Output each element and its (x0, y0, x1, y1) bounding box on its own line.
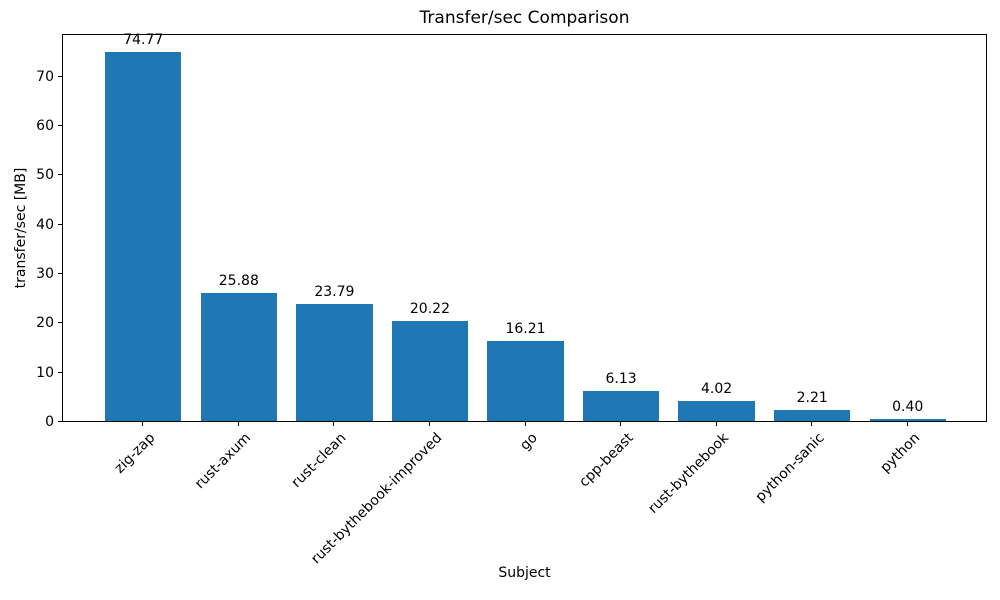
y-tick-label: 50 (36, 167, 54, 184)
x-tick-mark (333, 422, 335, 426)
x-tick-label: python-sanic (752, 430, 828, 506)
bar (391, 321, 469, 421)
bar-value-label: 2.21 (796, 390, 828, 406)
y-tick-label: 10 (36, 364, 54, 381)
chart-title: Transfer/sec Comparison (419, 8, 630, 28)
y-tick-mark (58, 125, 62, 127)
bar-value-label: 6.13 (605, 371, 637, 387)
bar (773, 410, 851, 421)
bar-value-label: 16.21 (505, 321, 546, 337)
y-tick-label: 40 (36, 216, 54, 233)
plot-area: 74.77 25.88 23.79 20.22 16.21 6.13 4.02 2.21 0.4… (62, 32, 987, 422)
bar (200, 293, 278, 421)
bar-value-label: 23.79 (314, 284, 355, 300)
y-tick-mark (58, 223, 62, 225)
x-tick-label: go (517, 430, 541, 454)
bar (296, 304, 373, 421)
x-tick-mark (715, 422, 717, 426)
y-tick-label: 0 (45, 414, 54, 430)
bar (869, 419, 946, 421)
bar (582, 391, 660, 421)
x-tick-label: rust-bythebook (645, 430, 732, 517)
x-tick-mark (811, 422, 813, 426)
bar (678, 401, 755, 421)
x-tick-mark (237, 422, 239, 426)
y-tick-mark (58, 421, 62, 422)
bar-value-label: 0.40 (892, 399, 924, 415)
x-tick-mark (906, 422, 908, 426)
bar (487, 341, 564, 421)
y-tick-label: 60 (36, 118, 54, 135)
bar-value-label: 20.22 (409, 301, 450, 317)
y-tick-mark (58, 75, 62, 77)
x-tick-mark (142, 422, 144, 426)
x-axis-label: Subject (498, 565, 551, 581)
bar-value-label: 74.77 (123, 32, 164, 48)
x-tick-label: rust-clean (288, 430, 350, 491)
x-tick-label: python (877, 430, 924, 476)
bar-value-label: 25.88 (218, 273, 259, 289)
y-tick-label: 20 (36, 315, 54, 332)
x-tick-label: rust-axum (192, 430, 255, 493)
y-tick-mark (58, 174, 62, 176)
y-tick-mark (58, 371, 62, 373)
bar-value-label: 4.02 (701, 381, 733, 397)
x-tick-label: zig-zap (111, 430, 159, 477)
y-tick-mark (58, 273, 62, 275)
y-tick-mark (58, 322, 62, 324)
x-tick-mark (620, 422, 622, 426)
y-tick-label: 30 (36, 266, 54, 283)
bar (105, 52, 182, 421)
x-tick-label: cpp-beast (575, 430, 637, 491)
x-tick-mark (428, 422, 430, 426)
y-tick-label: 70 (36, 68, 54, 85)
x-tick-mark (524, 422, 526, 426)
